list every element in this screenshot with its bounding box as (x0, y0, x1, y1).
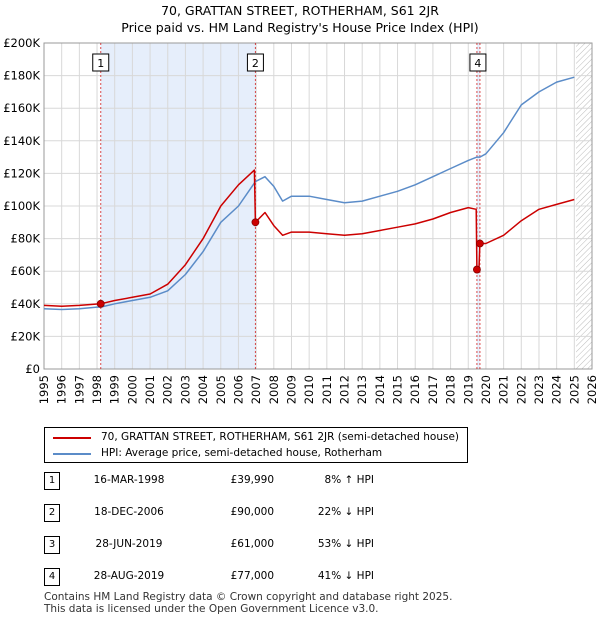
x-tick-label: 2002 (161, 375, 175, 404)
y-tick-label: £0 (25, 362, 40, 376)
x-tick-label: 2009 (284, 375, 298, 404)
chart-legend: 70, GRATTAN STREET, ROTHERHAM, S61 2JR (… (44, 427, 468, 463)
x-tick-label: 2010 (302, 375, 316, 404)
chart-title: 70, GRATTAN STREET, ROTHERHAM, S61 2JR (161, 3, 439, 18)
x-tick-label: 2014 (373, 375, 387, 404)
y-tick-label: £20K (11, 329, 41, 343)
transaction-hpi: 8% ↑ HPI (324, 474, 374, 486)
x-tick-label: 2012 (338, 375, 352, 404)
marker-badge-1: 1 (92, 53, 110, 72)
transaction-hpi: 22% ↓ HPI (317, 506, 374, 518)
transaction-number: 1 (44, 472, 60, 490)
x-tick-label: 2021 (497, 375, 511, 404)
x-tick-label: 2000 (125, 375, 139, 404)
transaction-date: 16-MAR-1998 (93, 474, 165, 486)
marker-badge-box (469, 53, 487, 72)
marker-badge-box (246, 53, 264, 72)
legend-swatch-hpi (53, 453, 91, 455)
x-tick-label: 2013 (355, 375, 369, 404)
transaction-price: £39,990 (230, 474, 274, 486)
x-tick-label: 1997 (72, 375, 86, 404)
sale-point (251, 218, 260, 227)
transaction-price: £90,000 (230, 506, 274, 518)
transaction-number: 2 (44, 504, 60, 522)
y-tick-label: £120K (3, 166, 40, 180)
x-tick-label: 1999 (108, 375, 122, 404)
transaction-number: 4 (44, 568, 60, 586)
marker-badge-label: 2 (252, 57, 259, 70)
transaction-price: £61,000 (230, 538, 274, 550)
x-tick-label: 1995 (37, 375, 51, 404)
y-tick-label: £140K (3, 134, 40, 148)
x-tick-label: 2025 (567, 375, 581, 404)
sale-point (473, 265, 481, 274)
y-tick-label: £200K (3, 36, 40, 50)
transaction-date: 28-JUN-2019 (95, 538, 163, 550)
marker-badge-box (92, 53, 110, 72)
x-tick-label: 2005 (214, 375, 228, 404)
series-line-price (43, 169, 575, 307)
x-tick-label: 2018 (444, 375, 458, 404)
x-tick-label: 2001 (143, 375, 157, 404)
sale-point (96, 299, 105, 308)
table-row: 2 18-DEC-2006 £90,000 22% ↓ HPI (44, 504, 444, 524)
x-tick-label: 2020 (479, 375, 493, 404)
y-tick-label: £180K (3, 69, 40, 83)
y-tick-label: £40K (11, 297, 41, 311)
legend-label-price: 70, GRATTAN STREET, ROTHERHAM, S61 2JR (… (101, 431, 460, 443)
legend-label-hpi: HPI: Average price, semi-detached house,… (101, 447, 383, 459)
x-tick-label: 2023 (532, 375, 546, 404)
x-tick-label: 2015 (391, 375, 405, 404)
plot-frame (43, 42, 593, 370)
table-row: 4 28-AUG-2019 £77,000 41% ↓ HPI (44, 568, 444, 588)
x-tick-label: 1996 (55, 375, 69, 404)
series-line-hpi (43, 76, 575, 311)
x-tick-label: 2024 (550, 375, 564, 404)
transaction-hpi: 41% ↓ HPI (317, 570, 374, 582)
x-tick-label: 2026 (585, 375, 599, 404)
x-tick-label: 2004 (196, 375, 210, 404)
transaction-date: 18-DEC-2006 (94, 506, 164, 518)
marker-badge-2: 2 (246, 53, 264, 72)
x-tick-label: 2022 (514, 375, 528, 404)
x-tick-label: 1998 (90, 375, 104, 404)
y-tick-label: £160K (3, 101, 40, 115)
x-tick-label: 2007 (249, 375, 263, 404)
transaction-number: 3 (44, 536, 60, 554)
y-tick-label: £80K (11, 232, 41, 246)
marker-badge-label: 1 (97, 57, 104, 70)
x-tick-label: 2016 (408, 375, 422, 404)
table-row: 3 28-JUN-2019 £61,000 53% ↓ HPI (44, 536, 444, 556)
x-tick-label: 2008 (267, 375, 281, 404)
sale-point (476, 239, 484, 248)
footer-copyright: Contains HM Land Registry data © Crown c… (44, 591, 453, 603)
table-row: 1 16-MAR-1998 £39,990 8% ↑ HPI (44, 472, 444, 492)
transaction-hpi: 53% ↓ HPI (317, 538, 374, 550)
x-tick-label: 2019 (461, 375, 475, 404)
transaction-date: 28-AUG-2019 (93, 570, 165, 582)
x-tick-label: 2011 (320, 375, 334, 404)
footer: Contains HM Land Registry data © Crown c… (44, 591, 452, 615)
chart-subtitle: Price paid vs. HM Land Registry's House … (121, 20, 479, 35)
x-tick-label: 2006 (231, 375, 245, 404)
footer-licence: This data is licensed under the Open Gov… (44, 603, 379, 615)
marker-badge-4: 4 (469, 53, 487, 72)
y-tick-label: £60K (11, 264, 41, 278)
legend-swatch-price (53, 437, 91, 439)
marker-badge-label: 4 (474, 57, 481, 70)
x-tick-label: 2003 (178, 375, 192, 404)
x-tick-label: 2017 (426, 375, 440, 404)
transaction-price: £77,000 (230, 570, 274, 582)
price-chart: £0 £20K £40K £60K £80K £100K £120K £140K £160K £1… (3, 36, 599, 404)
y-tick-label: £100K (3, 199, 40, 213)
